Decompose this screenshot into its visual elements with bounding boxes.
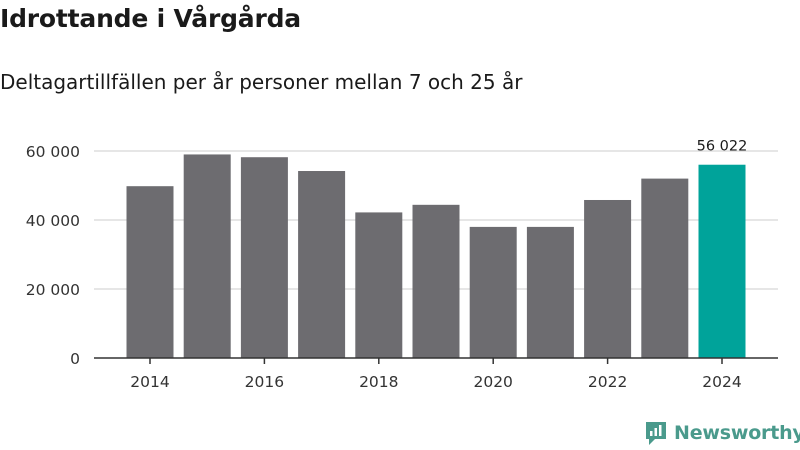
bars <box>94 154 778 359</box>
bar-2022 <box>584 199 632 358</box>
x-tick-label: 2018 <box>359 373 398 391</box>
annotations: 56 022 <box>697 139 748 155</box>
bar-2015 <box>183 154 231 358</box>
chart-subtitle: Deltagartillfällen per år personer mella… <box>0 70 523 94</box>
bar-2024 <box>698 164 746 358</box>
newsworthy-logo-icon <box>646 422 666 445</box>
x-tick-label: 2016 <box>245 373 284 391</box>
bar-2019 <box>412 204 460 358</box>
y-tick-label: 20 000 <box>26 281 80 299</box>
bar-2021 <box>526 226 574 358</box>
y-tick-label: 60 000 <box>26 143 80 161</box>
chart-title: Idrottande i Vårgårda <box>0 4 301 33</box>
bar-2016 <box>240 157 288 358</box>
x-tick-label: 2024 <box>702 373 741 391</box>
bar-2020 <box>469 226 517 358</box>
y-tick-label: 0 <box>70 350 80 368</box>
brand-name: Newsworthy <box>674 422 800 444</box>
brand-logo: Newsworthy <box>644 419 800 447</box>
bar-2023 <box>641 178 689 358</box>
x-tick-label: 2014 <box>130 373 169 391</box>
x-tick-label: 2022 <box>588 373 627 391</box>
bar-2017 <box>298 171 346 358</box>
bar-2018 <box>355 212 403 358</box>
bar-2014 <box>126 186 174 358</box>
x-tick-label: 2020 <box>473 373 512 391</box>
x-axis-ticks: 2014 2016 2018 2020 2022 2024 <box>130 358 742 391</box>
y-axis-ticks: 0 20 000 40 000 60 000 <box>26 143 80 368</box>
value-label: 56 022 <box>697 139 748 155</box>
y-tick-label: 40 000 <box>26 212 80 230</box>
